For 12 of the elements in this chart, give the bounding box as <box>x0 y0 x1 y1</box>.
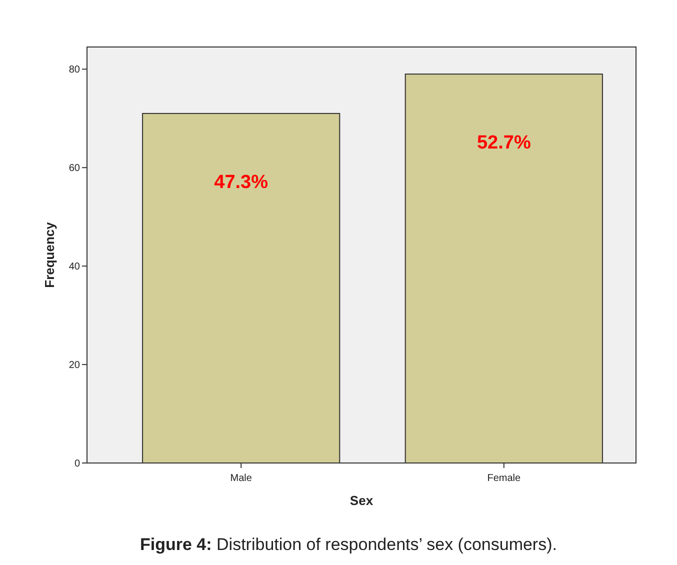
y-tick-label: 0 <box>74 458 80 470</box>
y-tick-label: 80 <box>68 64 80 76</box>
x-tick-label: Male <box>230 473 252 484</box>
y-tick-label: 40 <box>68 262 80 273</box>
y-tick-label: 60 <box>68 163 80 174</box>
text: Figure 4: Distribution of respondents’ sex (consumers). <box>140 535 557 554</box>
y-axis-title: Frequency <box>42 221 57 288</box>
annotation: 47.3% <box>214 172 268 194</box>
x-tick-label: Female <box>487 473 522 484</box>
annotation: 52.7% <box>476 132 531 154</box>
x-axis-title: Sex <box>350 493 374 508</box>
y-tick-label: 20 <box>68 360 80 372</box>
